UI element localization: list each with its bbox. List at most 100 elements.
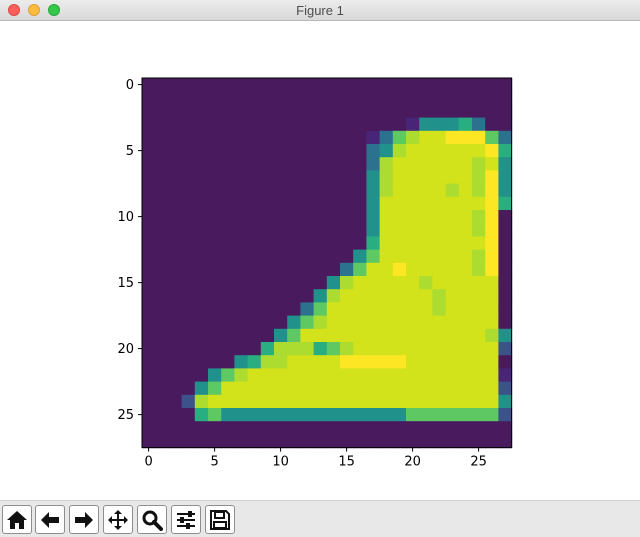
heatmap-cell: [353, 289, 367, 303]
heatmap-cell: [379, 328, 394, 343]
heatmap-cell: [419, 434, 433, 449]
arrow-right-icon: [75, 511, 93, 528]
heatmap-cell: [432, 78, 447, 92]
heatmap-cell: [313, 328, 328, 343]
heatmap-cell: [260, 381, 275, 396]
heatmap-cell: [274, 289, 288, 303]
heatmap-cell: [168, 302, 183, 317]
zoom-button[interactable]: [137, 505, 167, 534]
heatmap-cell: [247, 394, 262, 409]
heatmap-cell: [155, 91, 169, 105]
heatmap-cell: [498, 394, 513, 409]
heatmap-cell: [142, 315, 156, 330]
heatmap-cell: [366, 368, 381, 383]
heatmap-cell: [142, 394, 156, 409]
heatmap-cell: [181, 368, 196, 383]
zoom-icon: [142, 510, 163, 531]
heatmap-cell: [194, 183, 209, 198]
heatmap-cell: [221, 421, 235, 435]
heatmap-cell: [313, 196, 328, 211]
heatmap-cell: [247, 130, 262, 145]
heatmap-cell: [221, 223, 235, 237]
heatmap-cell: [392, 302, 407, 317]
heatmap-cell: [498, 104, 513, 119]
heatmap-cell: [247, 315, 262, 330]
heatmap-cell: [485, 170, 499, 185]
heatmap-cell: [181, 91, 196, 105]
heatmap-cell: [300, 144, 315, 158]
heatmap-cell: [313, 408, 328, 422]
heatmap-cell: [445, 381, 460, 396]
heatmap-cell: [247, 421, 262, 435]
heatmap-cell: [353, 302, 367, 317]
heatmap-cell: [260, 157, 275, 171]
configure-subplots-button[interactable]: [171, 505, 201, 534]
heatmap-cell: [419, 262, 433, 277]
back-button[interactable]: [35, 505, 65, 534]
close-window-button[interactable]: [8, 4, 20, 16]
heatmap-cell: [208, 381, 222, 396]
heatmap-cell: [326, 210, 341, 224]
forward-button[interactable]: [69, 505, 99, 534]
heatmap-cell: [392, 117, 407, 132]
heatmap-cell: [432, 210, 447, 224]
heatmap-cell: [379, 144, 394, 158]
heatmap-cell: [142, 249, 156, 264]
heatmap-cell: [155, 355, 169, 369]
heatmap-cell: [142, 368, 156, 383]
heatmap-cell: [366, 117, 381, 132]
heatmap-cell: [300, 394, 315, 409]
heatmap-cell: [392, 342, 407, 356]
heatmap-cell: [445, 394, 460, 409]
heatmap-cell: [274, 276, 288, 290]
heatmap-cell: [181, 328, 196, 343]
home-button[interactable]: [2, 505, 32, 534]
heatmap-cell: [419, 130, 433, 145]
heatmap-cell: [181, 315, 196, 330]
heatmap-cell: [260, 368, 275, 383]
heatmap-cell: [419, 368, 433, 383]
heatmap-cell: [221, 262, 235, 277]
heatmap-cell: [485, 91, 499, 105]
heatmap-cell: [379, 355, 394, 369]
heatmap-cell: [194, 170, 209, 185]
heatmap-cell: [458, 223, 473, 237]
heatmap-cell: [234, 236, 249, 251]
heatmap-cell: [300, 262, 315, 277]
save-icon: [210, 509, 230, 530]
heatmap-cell: [445, 421, 460, 435]
heatmap-cell: [485, 262, 499, 277]
heatmap-cell: [353, 236, 367, 251]
save-button[interactable]: [205, 505, 235, 534]
heatmap-cell: [498, 210, 513, 224]
heatmap-cell: [194, 78, 209, 92]
heatmap-cell: [419, 210, 433, 224]
heatmap-cell: [155, 78, 169, 92]
minimize-window-button[interactable]: [28, 4, 40, 16]
heatmap-cell: [234, 342, 249, 356]
heatmap-cell: [181, 144, 196, 158]
heatmap-cell: [168, 210, 183, 224]
heatmap-cell: [392, 157, 407, 171]
heatmap-cell: [340, 196, 354, 211]
heatmap-cell: [168, 104, 183, 119]
pan-button[interactable]: [103, 505, 133, 534]
heatmap-cell: [155, 130, 169, 145]
heatmap-cell: [221, 276, 235, 290]
heatmap-cell: [247, 355, 262, 369]
heatmap-cell: [155, 289, 169, 303]
heatmap-cell: [379, 289, 394, 303]
heatmap-cell: [287, 302, 301, 317]
maximize-window-button[interactable]: [48, 4, 60, 16]
heatmap-cell: [340, 276, 354, 290]
figure-canvas[interactable]: 0 5 10 15 20 25 0 5 10 15 20 25: [0, 21, 640, 500]
heatmap-cell: [181, 276, 196, 290]
heatmap-cell: [221, 104, 235, 119]
heatmap-cell: [392, 276, 407, 290]
heatmap-cell: [208, 130, 222, 145]
heatmap-cell: [181, 78, 196, 92]
heatmap-cell: [485, 157, 499, 171]
heatmap-cell: [366, 434, 381, 449]
heatmap-cell: [340, 408, 354, 422]
heatmap-cell: [445, 315, 460, 330]
